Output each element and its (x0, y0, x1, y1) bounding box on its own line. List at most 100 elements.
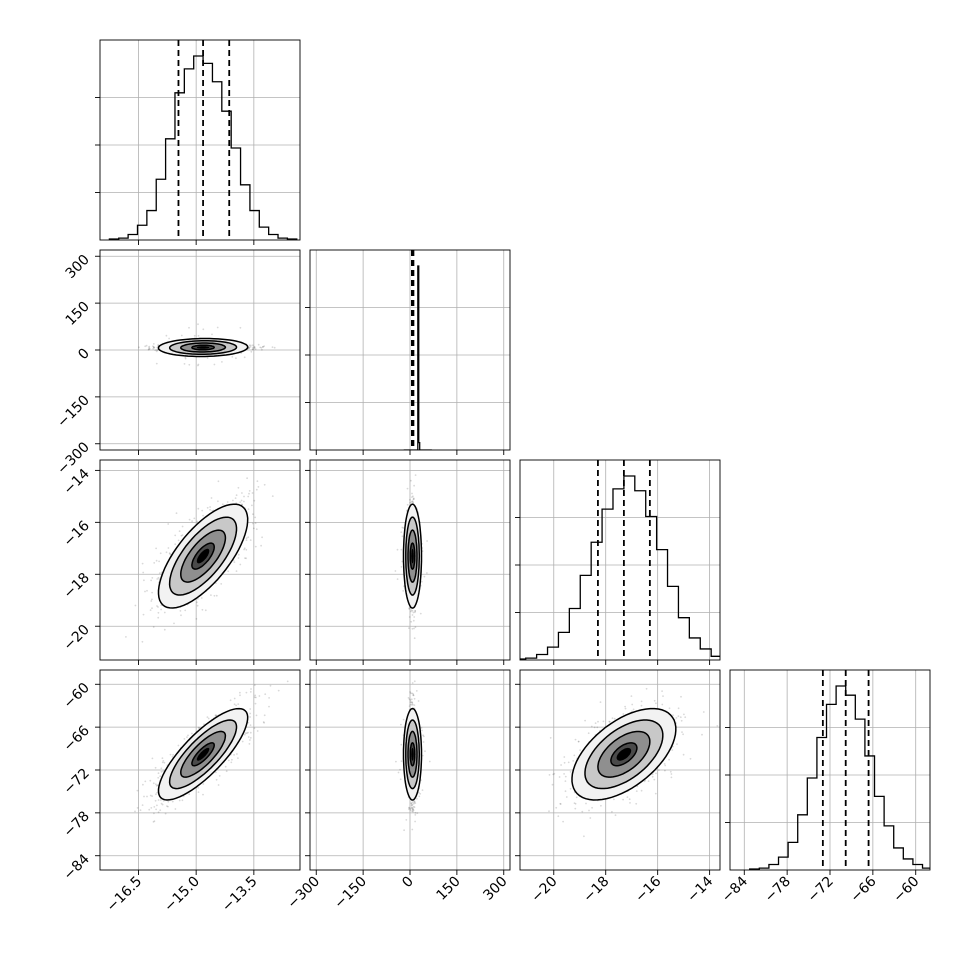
sample-point (409, 501, 411, 504)
sample-point (168, 337, 171, 340)
sample-point (160, 770, 163, 773)
sample-point (227, 759, 230, 762)
sample-point (254, 702, 257, 705)
sample-point (156, 804, 158, 807)
sample-point (197, 334, 200, 337)
sample-point (180, 534, 183, 537)
sample-point (258, 695, 261, 697)
sample-point (253, 347, 256, 349)
sample-point (246, 732, 248, 734)
sample-point (416, 797, 418, 800)
contour-line (157, 707, 249, 801)
sample-point (254, 694, 257, 697)
sample-point (158, 560, 161, 563)
sample-point (178, 799, 181, 802)
contour-line (180, 730, 227, 778)
sample-point (180, 614, 182, 617)
sample-point (221, 361, 223, 363)
sample-point (402, 527, 405, 529)
sample-point (163, 761, 166, 764)
sample-point (148, 346, 151, 349)
sample-point (244, 733, 246, 736)
sample-point (252, 348, 254, 351)
histogram-steps (403, 265, 432, 450)
sample-point (263, 345, 265, 348)
sample-point (154, 799, 157, 802)
sample-point (262, 346, 264, 348)
sample-point (153, 562, 156, 564)
sample-point (167, 800, 170, 803)
sample-point (408, 806, 410, 809)
sample-point (148, 808, 151, 811)
sample-point (225, 770, 228, 773)
sample-point (169, 553, 171, 555)
sample-point (226, 501, 229, 503)
contour-line (191, 344, 215, 351)
sample-point (424, 750, 426, 753)
sample-point (148, 345, 151, 348)
sample-point (153, 820, 156, 823)
sample-point (402, 718, 405, 721)
sample-point (151, 757, 154, 760)
sample-point (150, 807, 153, 809)
sample-point (191, 520, 194, 523)
sample-point (169, 753, 172, 756)
sample-point (420, 727, 423, 729)
sample-point (414, 611, 416, 614)
sample-point (206, 506, 209, 509)
sample-point (157, 799, 160, 801)
sample-point (156, 605, 158, 607)
sample-point (155, 350, 158, 353)
sample-point (411, 496, 413, 498)
sample-point (409, 498, 411, 501)
sample-point (245, 537, 248, 540)
y-tick-label: −78 (61, 808, 93, 840)
sample-point (245, 539, 248, 542)
sample-point (148, 347, 151, 350)
sample-point (206, 716, 209, 718)
sample-point (230, 761, 233, 764)
sample-point (143, 795, 145, 798)
sample-point (181, 799, 184, 802)
contour-line (157, 337, 249, 358)
sample-point (256, 480, 259, 483)
sample-point (210, 497, 213, 499)
sample-point (188, 793, 191, 796)
sample-point (202, 328, 205, 331)
sample-point (195, 618, 198, 620)
sample-point (250, 350, 253, 353)
sample-point (248, 490, 251, 492)
sample-point (207, 717, 210, 720)
sample-point (217, 480, 220, 483)
sample-point (416, 812, 419, 814)
sample-point (160, 608, 163, 611)
sample-point (155, 793, 157, 796)
sample-point (232, 499, 234, 502)
sample-point (255, 714, 258, 717)
sample-point (251, 492, 254, 494)
density-peak (411, 548, 414, 564)
sample-point (237, 553, 240, 556)
sample-point (243, 548, 246, 551)
sample-point (245, 557, 248, 560)
sample-point (178, 530, 181, 533)
sample-point (412, 497, 415, 500)
sample-point (246, 477, 249, 480)
sample-point (412, 495, 414, 498)
sample-point (396, 578, 399, 580)
sample-point (422, 741, 425, 743)
sample-point (412, 498, 415, 501)
sample-point (156, 791, 159, 794)
sample-point (235, 570, 238, 572)
scatter-panel-1-2 (305, 459, 511, 665)
sample-point (412, 501, 414, 503)
sample-point (157, 776, 160, 779)
histogram-panel-0 (95, 39, 301, 245)
sample-point (210, 594, 212, 596)
y-tick-label: 300 (63, 252, 93, 282)
sample-point (202, 783, 205, 785)
sample-point (157, 343, 160, 346)
y-tick-label: −60 (61, 680, 93, 712)
sample-point (163, 611, 166, 614)
density-region (158, 504, 248, 608)
